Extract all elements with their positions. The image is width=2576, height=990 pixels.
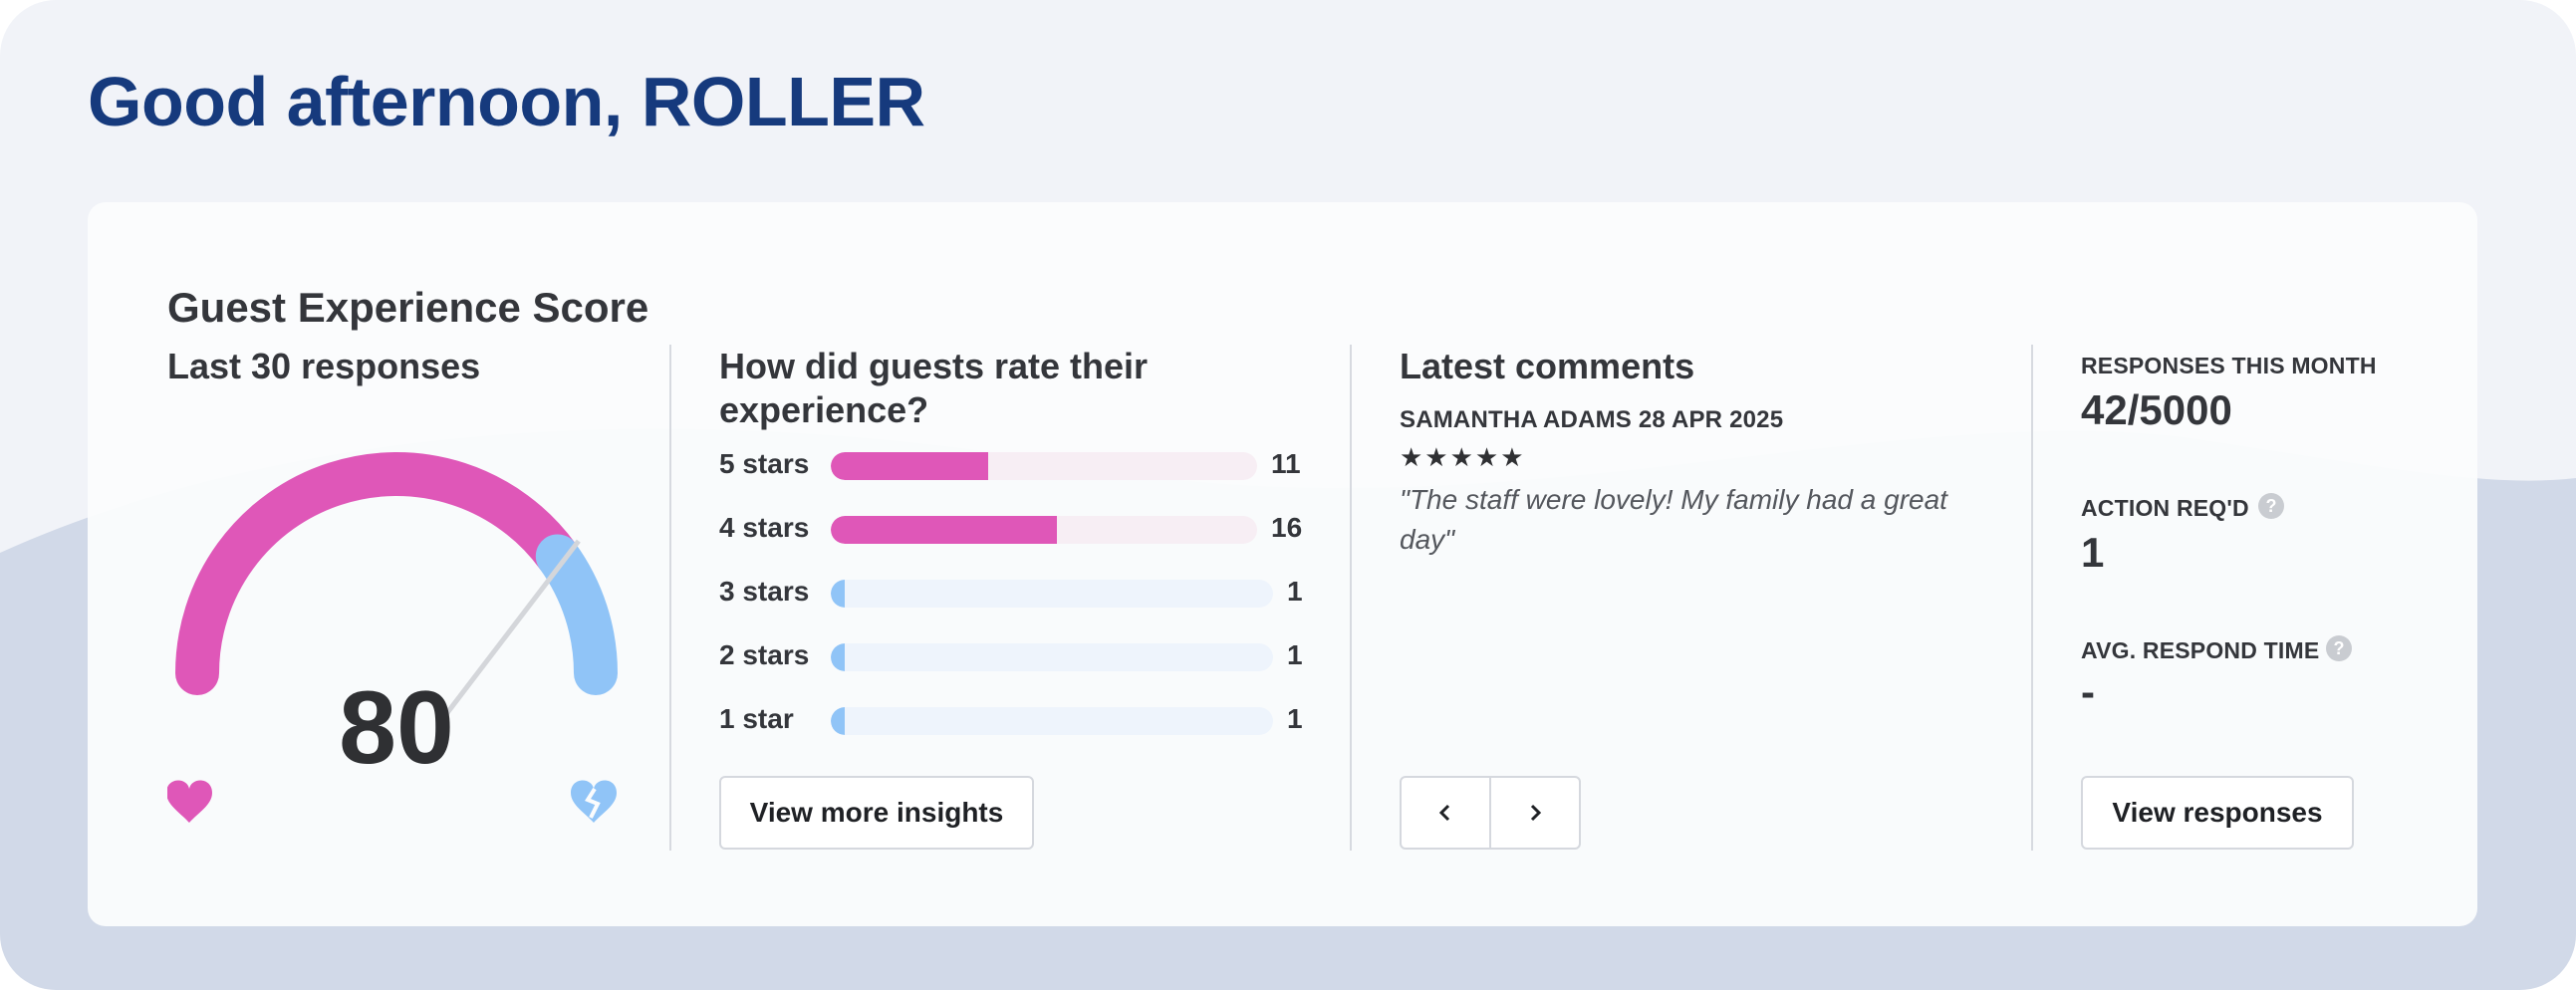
comment-author-date: SAMANTHA ADAMS 28 APR 2025 — [1400, 406, 1784, 433]
card-title: Guest Experience Score — [167, 284, 649, 331]
column-divider — [2031, 345, 2033, 851]
comment-text: "The staff were lovely! My family had a … — [1400, 484, 1947, 555]
rating-label: 2 stars — [719, 639, 810, 670]
broken-heart-icon — [571, 780, 617, 823]
rating-bar-track — [831, 452, 1257, 480]
page-greeting: Good afternoon, ROLLER — [88, 63, 925, 140]
column-divider — [1350, 345, 1352, 851]
comments-title: Latest comments — [1400, 346, 1695, 386]
action-required-label: ACTION REQ'D — [2081, 495, 2249, 521]
score-gauge — [167, 452, 618, 823]
chevron-left-icon — [1438, 804, 1450, 822]
comment-star-rating: ★★★★★ — [1400, 442, 1526, 472]
ratings-title: How did guests rate their experience? — [719, 346, 1149, 430]
avg-respond-time-value: - — [2081, 668, 2095, 715]
gauge-positive-arc — [175, 452, 580, 695]
next-comment-button[interactable] — [1489, 776, 1581, 850]
view-more-insights-button[interactable]: View more insights — [719, 776, 1034, 850]
score-value: 80 — [339, 670, 454, 786]
previous-comment-button[interactable] — [1400, 776, 1491, 850]
rating-bar-fill — [831, 452, 988, 480]
help-icon[interactable]: ? — [2326, 635, 2352, 661]
rating-bar-track — [831, 516, 1257, 544]
rating-label: 1 star — [719, 703, 794, 734]
chevron-right-icon — [1530, 804, 1542, 822]
rating-bar-track — [831, 643, 1273, 671]
rating-count: 1 — [1287, 639, 1303, 670]
rating-bar-fill — [831, 516, 1057, 544]
rating-row: 4 stars 16 — [719, 508, 1317, 548]
rating-bar-fill — [831, 580, 845, 608]
rating-label: 4 stars — [719, 512, 810, 543]
rating-label: 5 stars — [719, 448, 810, 479]
responses-this-month-value: 42/5000 — [2081, 386, 2232, 433]
rating-count: 1 — [1287, 703, 1303, 734]
gauge-needle — [442, 539, 581, 718]
ratings-section: How did guests rate their experience? 5 … — [719, 345, 1317, 863]
rating-row: 2 stars 1 — [719, 635, 1317, 675]
rating-bar-track — [831, 707, 1273, 735]
heart-icon — [167, 780, 212, 823]
view-responses-button[interactable]: View responses — [2081, 776, 2354, 850]
responses-this-month-label: RESPONSES THIS MONTH — [2081, 353, 2377, 378]
column-divider — [669, 345, 671, 851]
rating-bar-fill — [831, 707, 845, 735]
guest-experience-card: Guest Experience Score Last 30 responses… — [88, 202, 2477, 926]
rating-label: 3 stars — [719, 576, 810, 607]
action-required-value: 1 — [2081, 529, 2105, 576]
rating-count: 1 — [1287, 576, 1303, 607]
gauge-subtitle: Last 30 responses — [167, 346, 481, 386]
comments-pager — [1400, 776, 1583, 850]
rating-count: 11 — [1271, 448, 1301, 479]
response-stats-section: RESPONSES THIS MONTH 42/5000 ACTION REQ'… — [2081, 345, 2400, 863]
avg-respond-time-label: AVG. RESPOND TIME — [2081, 637, 2320, 663]
rating-row: 5 stars 11 — [719, 444, 1317, 484]
score-gauge-section: Last 30 responses 80 — [167, 345, 626, 863]
rating-bar-track — [831, 580, 1273, 608]
gauge-negative-arc — [535, 534, 618, 695]
rating-count: 16 — [1271, 512, 1303, 543]
rating-row: 3 stars 1 — [719, 572, 1317, 612]
rating-row: 1 star 1 — [719, 699, 1317, 739]
rating-bar-fill — [831, 643, 845, 671]
help-icon[interactable]: ? — [2258, 493, 2284, 519]
latest-comments-section: Latest comments SAMANTHA ADAMS 28 APR 20… — [1400, 345, 2017, 863]
